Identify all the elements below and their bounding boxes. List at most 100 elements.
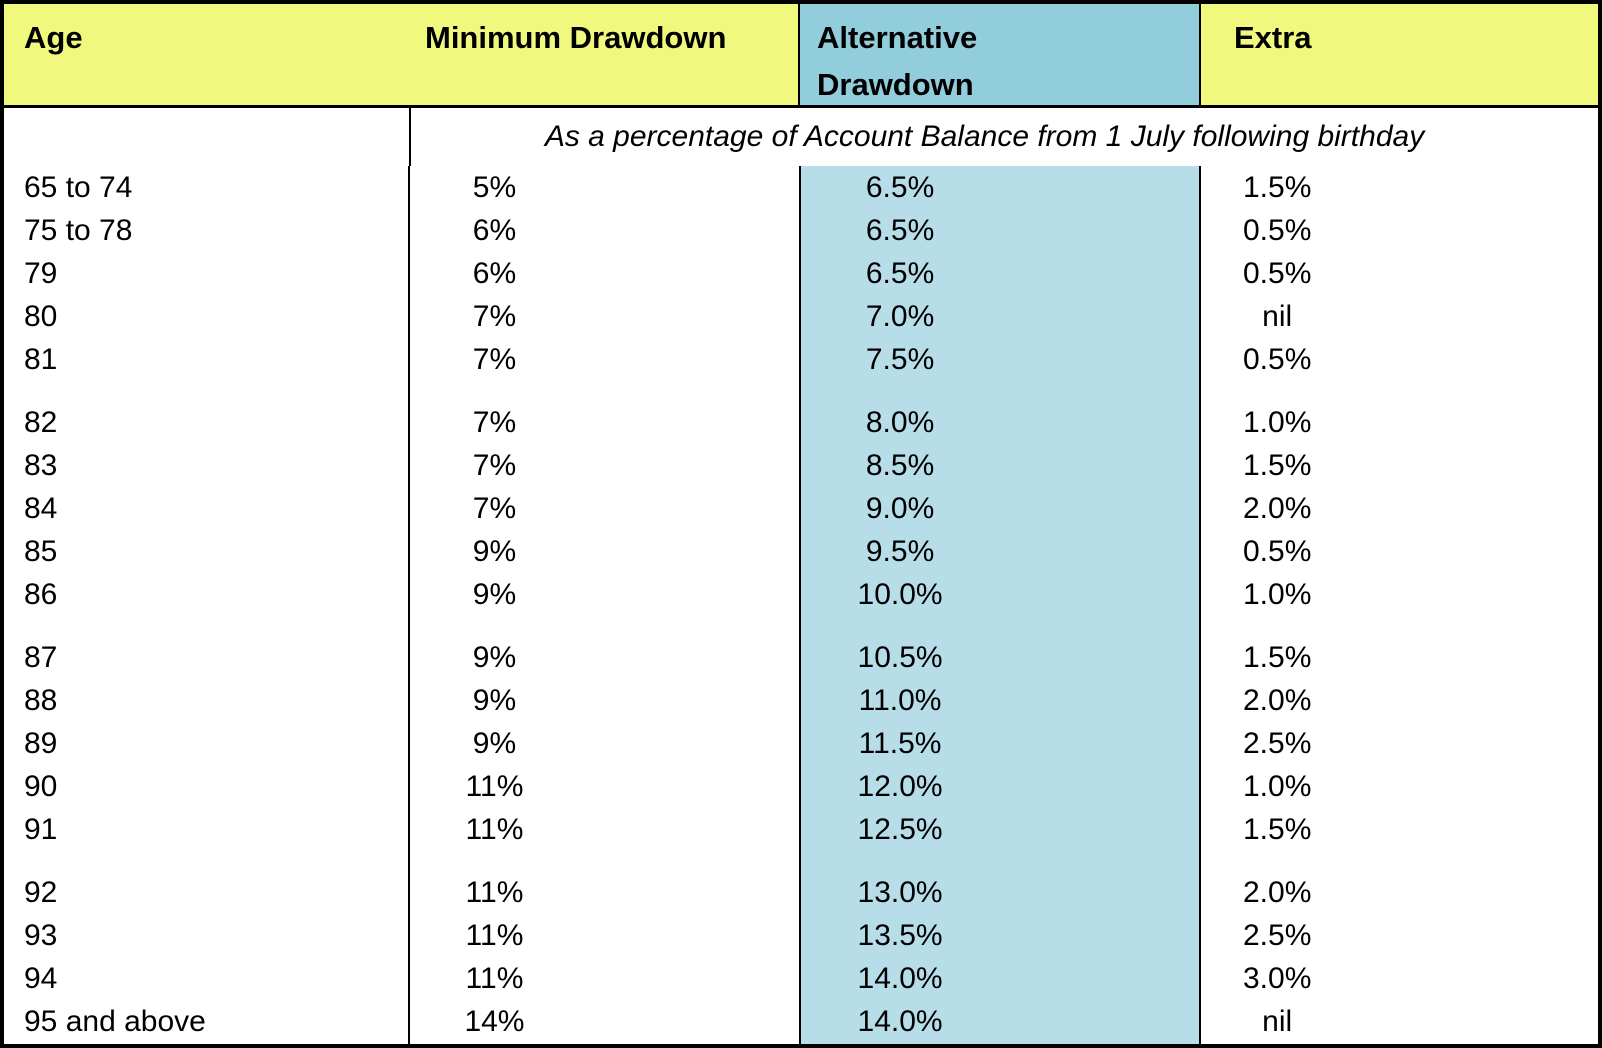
extra-cell: 0.5% bbox=[1242, 214, 1312, 247]
minimum-drawdown-cell: 9% bbox=[472, 535, 517, 568]
age-cell: 92 bbox=[24, 876, 58, 909]
row-group: 6.5% 6.5% 6.5% 7.0% 7.5% bbox=[801, 166, 1000, 381]
subtitle-age-spacer bbox=[4, 108, 411, 166]
extra-cell: 0.5% bbox=[1242, 535, 1312, 568]
extra-cell: 2.0% bbox=[1242, 684, 1312, 717]
alternative-drawdown-cell: 9.0% bbox=[865, 492, 935, 525]
age-cell: 86 bbox=[24, 578, 58, 611]
header-extra: Extra bbox=[1201, 4, 1598, 105]
minimum-drawdown-cell: 7% bbox=[472, 492, 517, 525]
age-cell: 93 bbox=[24, 919, 58, 952]
minimum-drawdown-cell: 5% bbox=[472, 171, 517, 204]
age-cell: 80 bbox=[24, 300, 58, 333]
extra-cell: 2.5% bbox=[1242, 919, 1312, 952]
alternative-drawdown-cell: 6.5% bbox=[865, 214, 935, 247]
extra-cell: 0.5% bbox=[1242, 257, 1312, 290]
alternative-drawdown-cell: 8.0% bbox=[865, 406, 935, 439]
minimum-drawdown-cell: 6% bbox=[472, 257, 517, 290]
age-cell: 82 bbox=[24, 406, 58, 439]
age-cell: 75 to 78 bbox=[24, 214, 133, 247]
alternative-drawdown-cell: 13.5% bbox=[857, 919, 943, 952]
header-age: Age bbox=[4, 4, 409, 105]
age-cell: 95 and above bbox=[24, 1005, 206, 1038]
minimum-drawdown-cell: 9% bbox=[472, 641, 517, 674]
minimum-drawdown-cell: 14% bbox=[464, 1005, 525, 1038]
extra-cell: 1.0% bbox=[1242, 406, 1312, 439]
age-cell: 87 bbox=[24, 641, 58, 674]
minimum-drawdown-cell: 9% bbox=[472, 578, 517, 611]
row-group: 65 to 74 75 to 78 79 80 81 bbox=[24, 166, 408, 381]
row-group: 1.5% 2.0% 2.5% 1.0% 1.5% bbox=[1201, 636, 1353, 851]
row-group: 5% 6% 6% 7% 7% bbox=[410, 166, 579, 381]
age-cell: 65 to 74 bbox=[24, 171, 133, 204]
row-group: 87 88 89 90 91 bbox=[24, 636, 408, 851]
alternative-drawdown-cell: 6.5% bbox=[865, 257, 935, 290]
alternative-drawdown-cell: 10.0% bbox=[857, 578, 943, 611]
row-group: 1.0% 1.5% 2.0% 0.5% 1.0% bbox=[1201, 401, 1353, 616]
age-cell: 88 bbox=[24, 684, 58, 717]
row-group: 1.5% 0.5% 0.5% nil 0.5% bbox=[1201, 166, 1353, 381]
alternative-drawdown-cell: 11.5% bbox=[858, 727, 942, 760]
alternative-drawdown-cell: 12.0% bbox=[857, 770, 943, 803]
extra-cell: 2.0% bbox=[1242, 492, 1312, 525]
extra-cell: 0.5% bbox=[1242, 343, 1312, 376]
extra-cell: nil bbox=[1262, 1005, 1293, 1038]
subtitle-row: As a percentage of Account Balance from … bbox=[4, 108, 1598, 166]
extra-cell: 1.5% bbox=[1242, 171, 1312, 204]
minimum-drawdown-cell: 6% bbox=[472, 214, 517, 247]
age-cell: 81 bbox=[24, 343, 58, 376]
minimum-drawdown-cell: 7% bbox=[472, 343, 517, 376]
minimum-drawdown-cell: 9% bbox=[472, 684, 517, 717]
minimum-drawdown-cell: 11% bbox=[465, 813, 524, 846]
row-group: 82 83 84 85 86 bbox=[24, 401, 408, 616]
age-cell: 91 bbox=[24, 813, 58, 846]
alternative-drawdown-cell: 8.5% bbox=[865, 449, 935, 482]
subtitle-text: As a percentage of Account Balance from … bbox=[544, 120, 1425, 153]
age-cell: 94 bbox=[24, 962, 58, 995]
alternative-drawdown-cell: 7.5% bbox=[865, 343, 935, 376]
header-age-label: Age bbox=[24, 20, 83, 55]
minimum-drawdown-cell: 7% bbox=[472, 449, 517, 482]
row-group: 10.5% 11.0% 11.5% 12.0% 12.5% bbox=[801, 636, 1000, 851]
header-minimum-drawdown: Minimum Drawdown bbox=[409, 4, 798, 105]
column-minimum-drawdown: 5% 6% 6% 7% 7% 7% 7% 7% 9% 9% 9% 9% 9% 11% 11% 11% 11% 11… bbox=[410, 166, 799, 1044]
alternative-drawdown-cell: 6.5% bbox=[865, 171, 935, 204]
table-body: 65 to 74 75 to 78 79 80 81 82 83 84 85 86 87 88 89 90… bbox=[4, 166, 1598, 1044]
column-alternative-drawdown: 6.5% 6.5% 6.5% 7.0% 7.5% 8.0% 8.5% 9.0% 9.5% 10.0… bbox=[798, 166, 1202, 1044]
alternative-drawdown-cell: 7.0% bbox=[865, 300, 935, 333]
age-cell: 83 bbox=[24, 449, 58, 482]
row-group: 92 93 94 95 and above bbox=[24, 871, 408, 1043]
minimum-drawdown-cell: 9% bbox=[472, 727, 517, 760]
extra-cell: 3.0% bbox=[1242, 962, 1312, 995]
extra-cell: 2.0% bbox=[1242, 876, 1312, 909]
row-group: 9% 9% 9% 11% 11% bbox=[410, 636, 579, 851]
alternative-drawdown-cell: 14.0% bbox=[857, 1005, 943, 1038]
alternative-drawdown-cell: 9.5% bbox=[865, 535, 935, 568]
alternative-drawdown-cell: 14.0% bbox=[857, 962, 943, 995]
row-group: 11% 11% 11% 14% bbox=[410, 871, 579, 1043]
header-alternative-drawdown: Alternative Drawdown bbox=[798, 4, 1201, 105]
row-group: 2.0% 2.5% 3.0% nil bbox=[1201, 871, 1353, 1043]
alternative-drawdown-cell: 12.5% bbox=[857, 813, 943, 846]
alternative-drawdown-cell: 11.0% bbox=[858, 684, 942, 717]
header-extra-label: Extra bbox=[1234, 20, 1312, 55]
extra-cell: 1.5% bbox=[1242, 813, 1312, 846]
extra-cell: 1.0% bbox=[1242, 578, 1312, 611]
row-group: 7% 7% 7% 9% 9% bbox=[410, 401, 579, 616]
alternative-drawdown-cell: 13.0% bbox=[857, 876, 943, 909]
age-cell: 90 bbox=[24, 770, 58, 803]
minimum-drawdown-cell: 11% bbox=[465, 876, 524, 909]
minimum-drawdown-cell: 11% bbox=[465, 770, 524, 803]
alternative-drawdown-cell: 10.5% bbox=[857, 641, 943, 674]
header-minimum-drawdown-label: Minimum Drawdown bbox=[425, 20, 727, 55]
extra-cell: nil bbox=[1262, 300, 1293, 333]
extra-cell: 2.5% bbox=[1242, 727, 1312, 760]
age-cell: 89 bbox=[24, 727, 58, 760]
header-alternative-drawdown-label: Alternative Drawdown bbox=[817, 20, 978, 102]
age-cell: 84 bbox=[24, 492, 58, 525]
age-cell: 79 bbox=[24, 257, 58, 290]
age-cell: 85 bbox=[24, 535, 58, 568]
table-header-row: Age Minimum Drawdown Alternative Drawdow… bbox=[4, 4, 1598, 108]
row-group: 13.0% 13.5% 14.0% 14.0% bbox=[801, 871, 1000, 1043]
row-group: 8.0% 8.5% 9.0% 9.5% 10.0% bbox=[801, 401, 1000, 616]
